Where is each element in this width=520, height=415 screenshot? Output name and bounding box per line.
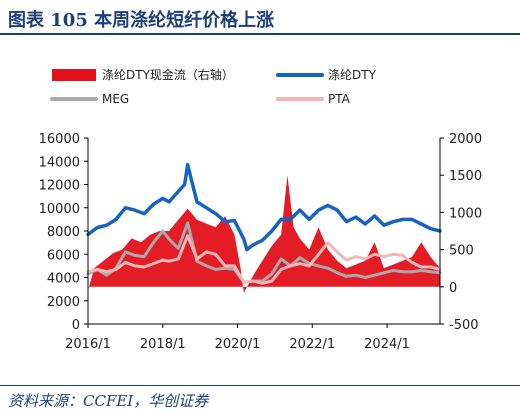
y-left-tick-label: 4000 [47, 272, 80, 287]
y-right-tick-label: 500 [449, 244, 474, 259]
y-left-tick-label: 14000 [39, 155, 80, 170]
y-right-tick-label: 1500 [449, 169, 482, 184]
y-left-tick-label: 2000 [47, 295, 80, 310]
y-right-tick-label: -500 [449, 318, 479, 333]
plot-area [86, 162, 442, 293]
x-tick-label: 2016/1 [65, 337, 111, 352]
legend-label-dty: 涤纶DTY [328, 68, 377, 82]
series-area-spread [88, 175, 440, 293]
y-left-tick-label: 6000 [47, 248, 80, 263]
chart-axes: 0200040006000800010000120001400016000-50… [39, 132, 482, 352]
chart-legend: 涤纶DTY现金流（右轴） 涤纶DTY MEG PTA [50, 67, 377, 106]
series-line-dty [86, 162, 442, 252]
y-right-tick-label: 1000 [449, 206, 482, 221]
x-tick-label: 2020/1 [215, 337, 261, 352]
y-left-tick-label: 16000 [39, 132, 80, 147]
title-bar: 图表 105 本周涤纶短纤价格上涨 [0, 0, 520, 35]
price-chart: 涤纶DTY现金流（右轴） 涤纶DTY MEG PTA 0 2000 4000 6000 800… [39, 67, 482, 352]
footer-divider [0, 385, 520, 386]
x-tick-label: 2022/1 [289, 337, 335, 352]
y-right-tick-label: 2000 [449, 132, 482, 147]
series-line-meg [86, 221, 442, 284]
legend-label-pta: PTA [328, 92, 351, 106]
y-left-tick-label: 8000 [47, 225, 80, 240]
legend-label-meg: MEG [102, 92, 129, 106]
y-left-tick-label: 10000 [39, 202, 80, 217]
source-note: 资料来源：CCFEI，华创证券 [8, 392, 209, 410]
x-tick-label: 2024/1 [364, 337, 410, 352]
legend-label-spread: 涤纶DTY现金流（右轴） [102, 67, 234, 82]
chart-container: 涤纶DTY现金流（右轴） 涤纶DTY MEG PTA 0 2000 4000 6000 800… [0, 52, 520, 382]
page-title: 图表 105 本周涤纶短纤价格上涨 [8, 10, 275, 31]
legend-swatch-spread [52, 69, 96, 81]
y-right-tick-label: 0 [449, 281, 457, 296]
title-divider [0, 33, 520, 35]
series-line-pta [86, 234, 442, 285]
x-tick-label: 2018/1 [140, 337, 186, 352]
y-left-tick-label: 12000 [39, 179, 80, 194]
y-left-tick-label: 0 [72, 318, 80, 333]
